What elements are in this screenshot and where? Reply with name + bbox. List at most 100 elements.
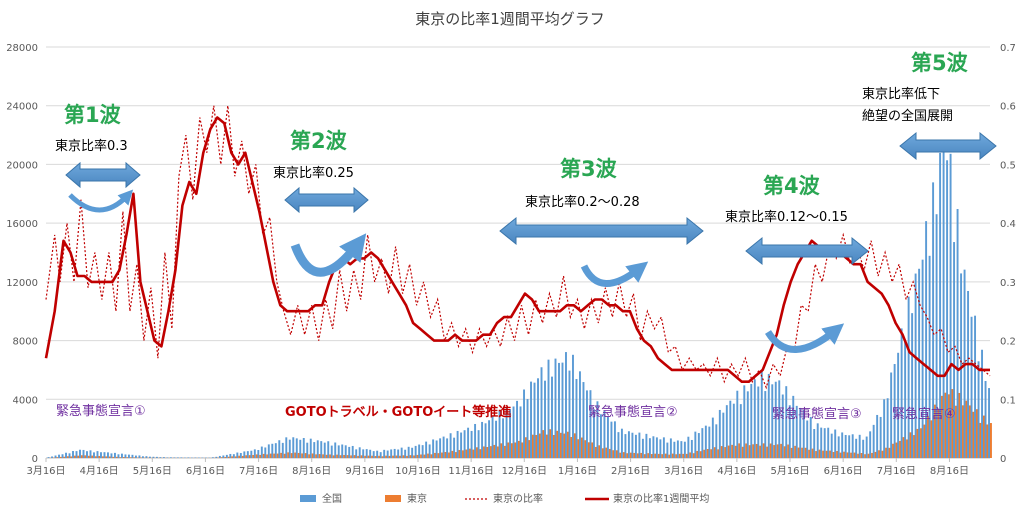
bar-national (58, 454, 60, 458)
bar-tokyo (406, 455, 409, 458)
bar-national (222, 455, 225, 458)
bar-tokyo (892, 443, 895, 458)
bar-tokyo (378, 455, 381, 458)
bar-national (718, 409, 721, 458)
bar-tokyo (927, 415, 929, 458)
right-tick-label: 0.5 (1000, 160, 1016, 171)
bar-national (194, 457, 197, 458)
bar-tokyo (413, 455, 416, 458)
bar-national (51, 456, 53, 458)
bar-national (376, 450, 379, 458)
bar-tokyo (790, 447, 793, 458)
bar-national (533, 382, 536, 458)
bar-tokyo (385, 455, 388, 458)
bar-national (781, 394, 784, 458)
wave-5-ratio: 東京比率低下 (862, 86, 940, 102)
bar-national (124, 454, 127, 458)
bar-tokyo (276, 453, 279, 458)
bar-tokyo (343, 454, 346, 458)
legend-label: 全国 (322, 492, 342, 505)
bar-national (750, 383, 753, 458)
bar-national (844, 434, 847, 458)
bar-national (813, 429, 816, 458)
bar-national (722, 412, 725, 458)
bar-national (977, 361, 980, 458)
left-tick-label: 0 (32, 454, 38, 465)
bar-tokyo (531, 434, 534, 458)
bar-national (428, 444, 431, 458)
x-tick-label: 8月16日 (930, 465, 969, 477)
bar-national (932, 182, 935, 458)
bar-national (141, 456, 144, 458)
bar-tokyo (682, 453, 685, 458)
annotations: 第1波 東京比率0.3 第2波 東京比率0.25 第3波 東京比率0.2〜0.2… (55, 51, 997, 422)
right-tick-label: 0.2 (1000, 337, 1016, 348)
bar-national (725, 405, 728, 458)
bar-tokyo (780, 443, 783, 458)
bar-national (669, 438, 672, 458)
bar-national (243, 451, 246, 458)
bar-national (82, 449, 85, 458)
bar-national (264, 447, 267, 458)
bar-national (348, 446, 351, 458)
bar-national (404, 449, 407, 458)
bar-tokyo (853, 452, 856, 458)
bar-tokyo (727, 445, 730, 458)
bar-national (449, 433, 452, 458)
bar-national (572, 354, 574, 458)
bar-national (502, 418, 505, 458)
bar-national (86, 451, 88, 458)
x-tick-label: 4月16日 (717, 465, 756, 477)
bar-national (79, 449, 81, 458)
bar-national (96, 451, 99, 458)
bar-national (495, 420, 498, 458)
bar-tokyo (885, 447, 888, 458)
bar-tokyo (290, 453, 293, 458)
bar-national (592, 409, 595, 458)
bar-tokyo (448, 452, 450, 458)
bar-tokyo (87, 455, 90, 458)
bar-national (523, 389, 525, 458)
bar-national (974, 315, 977, 458)
bar-tokyo (909, 432, 912, 458)
bar-tokyo (392, 455, 395, 458)
bar-tokyo (724, 447, 727, 458)
bar-national (54, 455, 57, 458)
bar-tokyo (91, 455, 94, 458)
bar-tokyo (402, 455, 405, 458)
bar-tokyo (399, 455, 402, 458)
bar-national (93, 452, 95, 458)
bar-tokyo (504, 445, 506, 458)
bar-tokyo (752, 444, 755, 458)
bar-national (666, 442, 669, 458)
bar-national (739, 404, 742, 458)
bar-national (876, 414, 879, 458)
bar-national (970, 316, 973, 458)
bar-tokyo (895, 442, 898, 458)
bar-national (558, 362, 560, 458)
bar-tokyo (542, 430, 545, 458)
bar-national (918, 268, 921, 458)
bar-national (907, 296, 910, 458)
bar-national (393, 448, 396, 458)
bar-national (117, 454, 120, 458)
bar-tokyo (577, 439, 580, 458)
bar-tokyo (220, 457, 223, 458)
bar-national (620, 428, 623, 458)
wave-1-ratio: 東京比率0.3 (55, 138, 128, 154)
bar-national (823, 428, 826, 458)
bar-tokyo (297, 452, 300, 458)
bar-national (411, 447, 414, 458)
bar-tokyo (822, 450, 825, 458)
bar-tokyo (696, 450, 699, 458)
bar-national (456, 430, 459, 458)
bar-national (942, 142, 945, 458)
bar-tokyo (346, 455, 349, 458)
bar-tokyo (269, 453, 272, 458)
bar-tokyo (570, 437, 573, 458)
x-tick-label: 4月16日 (80, 465, 119, 477)
bar-national (645, 433, 648, 458)
bar-tokyo (472, 449, 475, 458)
bar-tokyo (360, 455, 363, 458)
bar-national (467, 427, 470, 458)
